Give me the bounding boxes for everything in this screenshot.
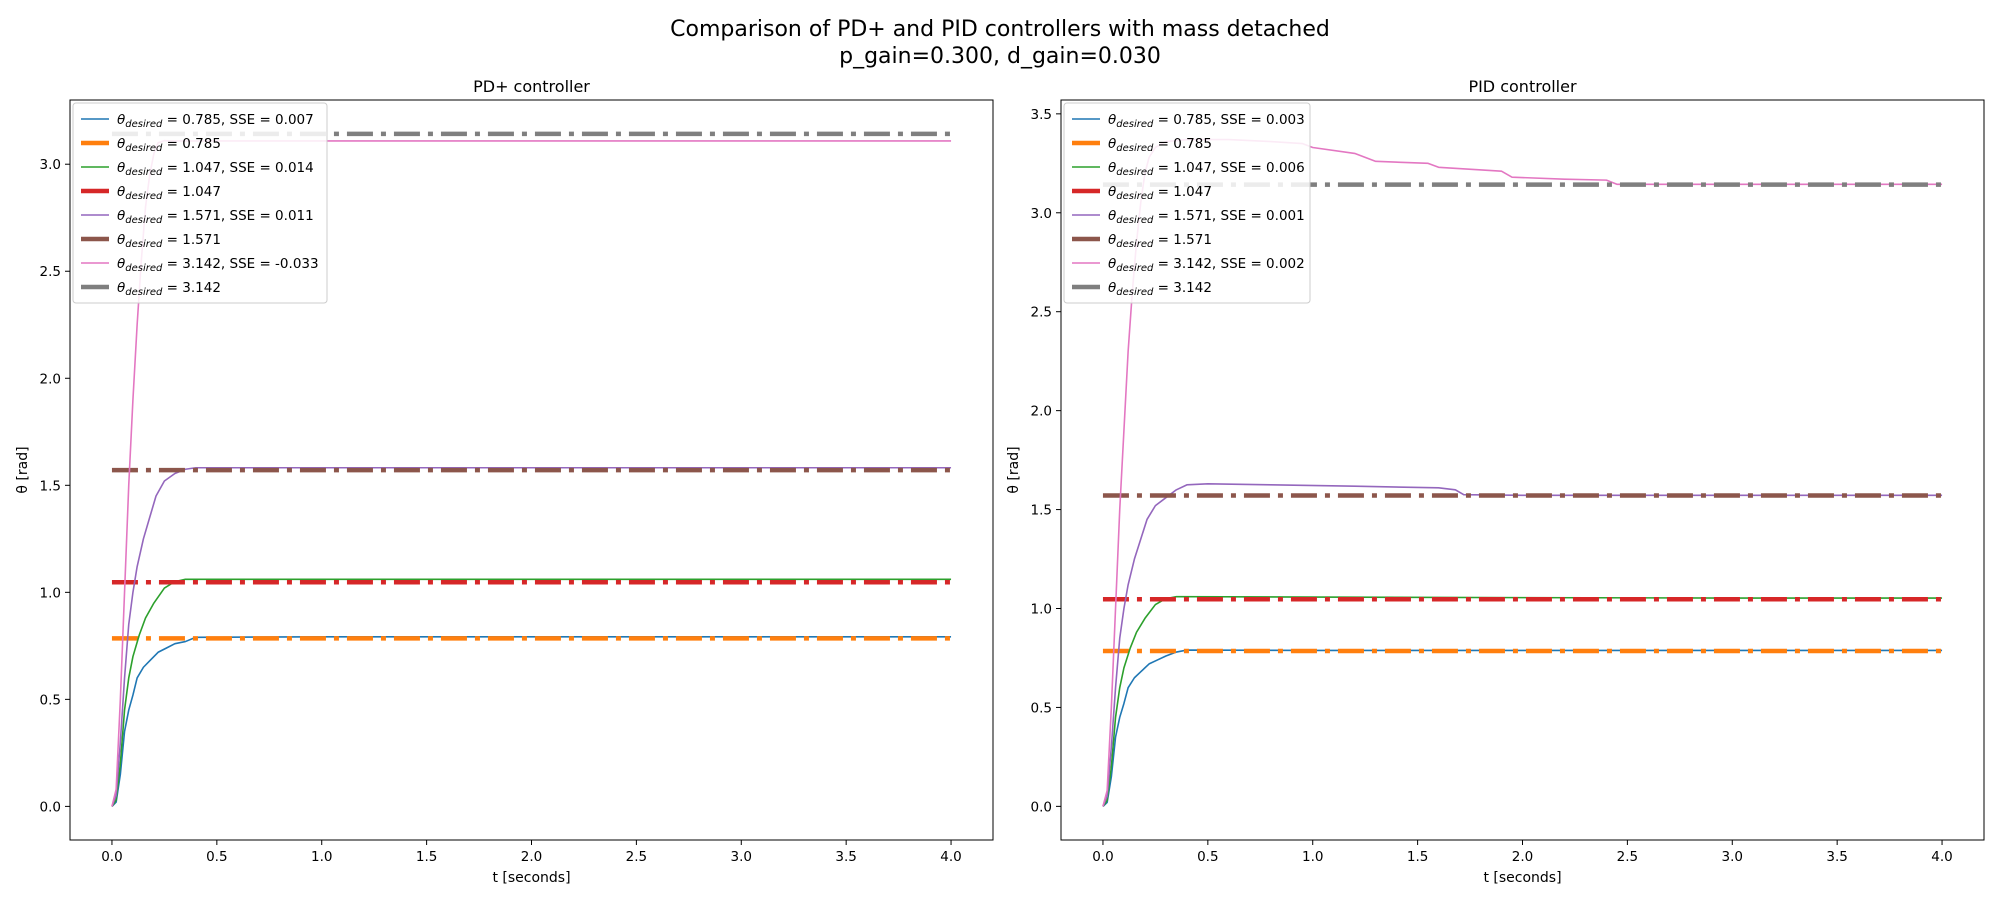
- x-axis-label: t [seconds]: [1483, 870, 1561, 886]
- y-tick-label: 1.5: [1031, 503, 1052, 519]
- x-tick-label: 3.5: [835, 849, 856, 865]
- y-tick-label: 3.0: [40, 157, 61, 173]
- legend-entry-label: θdesired = 3.142, SSE = -0.033: [117, 256, 319, 274]
- legend: θdesired = 0.785, SSE = 0.003 θdesired = …: [1063, 102, 1311, 304]
- y-tick-label: 0.5: [1031, 700, 1052, 716]
- x-axis-label: t [seconds]: [492, 870, 570, 886]
- y-tick-label: 1.0: [40, 585, 61, 601]
- x-tick-label: 1.0: [311, 849, 332, 865]
- y-tick-label: 3.5: [1031, 107, 1052, 123]
- axes-frame: [69, 99, 994, 841]
- legend-entry-label: θdesired = 1.571, SSE = 0.001: [1108, 208, 1305, 226]
- legend-entry-label: θdesired = 0.785, SSE = 0.003: [1108, 112, 1305, 130]
- legend-frame: [1063, 102, 1311, 304]
- chart-panel-pd-plus: PD+ controller t [seconds] θ [rad] 0.0 0.…: [15, 77, 994, 886]
- x-tick-label: 0.0: [101, 849, 122, 865]
- y-tick-label: 2.0: [40, 371, 61, 387]
- legend-entry-label: θdesired = 0.785: [1108, 136, 1212, 154]
- axes-frame: [1060, 99, 1985, 841]
- legend-entry-label: θdesired = 1.047: [117, 184, 221, 202]
- legend-entry-label: θdesired = 1.571, SSE = 0.011: [117, 208, 314, 226]
- axes-title: PID controller: [1468, 77, 1577, 96]
- x-tick-label: 2.0: [1512, 849, 1533, 865]
- y-tick-label: 2.5: [40, 264, 61, 280]
- legend-entry-label: θdesired = 0.785: [117, 136, 221, 154]
- y-tick-label: 2.0: [1031, 404, 1052, 420]
- x-tick-label: 4.0: [940, 849, 961, 865]
- x-tick-label: 2.5: [626, 849, 647, 865]
- legend-entry-label: θdesired = 1.571: [117, 232, 221, 250]
- legend-frame: [72, 102, 328, 304]
- x-tick-label: 2.0: [521, 849, 542, 865]
- y-tick-label: 3.0: [1031, 206, 1052, 222]
- y-tick-label: 2.5: [1031, 305, 1052, 321]
- x-tick-label: 3.0: [731, 849, 752, 865]
- series-line-2: [1102, 595, 1943, 807]
- x-tick-label: 1.0: [1302, 849, 1323, 865]
- y-tick-label: 0.0: [40, 799, 61, 815]
- y-axis-label: θ [rad]: [15, 446, 31, 493]
- legend-entry-label: θdesired = 3.142: [117, 280, 221, 298]
- x-tick-label: 4.0: [1931, 849, 1952, 865]
- figure-title-line1: Comparison of PD+ and PID controllers wi…: [670, 17, 1330, 42]
- x-tick-label: 0.5: [206, 849, 227, 865]
- x-tick-label: 0.5: [1197, 849, 1218, 865]
- legend-entry-label: θdesired = 3.142, SSE = 0.002: [1108, 256, 1305, 274]
- legend-entry-label: θdesired = 1.047, SSE = 0.006: [1108, 160, 1305, 178]
- x-tick-label: 2.5: [1617, 849, 1638, 865]
- legend-entry-label: θdesired = 1.047: [1108, 184, 1212, 202]
- y-tick-label: 0.5: [40, 692, 61, 708]
- axes-title: PD+ controller: [473, 77, 590, 96]
- x-tick-label: 1.5: [1407, 849, 1428, 865]
- tick-layer: 0.0 0.5 1.0 1.5 2.0 2.5 3.0 3.5 4.0 0.0 0.5 1.0 1.5 2…: [1031, 107, 1953, 865]
- x-tick-label: 3.0: [1722, 849, 1743, 865]
- legend-entry-label: θdesired = 1.571: [1108, 232, 1212, 250]
- x-tick-label: 1.5: [416, 849, 437, 865]
- y-tick-label: 1.0: [1031, 602, 1052, 618]
- legend-entry-label: θdesired = 3.142: [1108, 280, 1212, 298]
- legend-entry-label: θdesired = 1.047, SSE = 0.014: [117, 160, 314, 178]
- chart-panel-pid: PID controller t [seconds] θ [rad] 0.0 0.…: [1006, 77, 1985, 886]
- y-axis-label: θ [rad]: [1006, 446, 1022, 493]
- series-line-2: [111, 578, 952, 807]
- legend: θdesired = 0.785, SSE = 0.007 θdesired = …: [72, 102, 328, 304]
- figure-title-line2: p_gain=0.300, d_gain=0.030: [839, 44, 1161, 69]
- x-tick-label: 0.0: [1092, 849, 1113, 865]
- y-tick-label: 1.5: [40, 478, 61, 494]
- series-line-4: [111, 466, 952, 807]
- y-tick-label: 0.0: [1031, 799, 1052, 815]
- legend-entry-label: θdesired = 0.785, SSE = 0.007: [117, 112, 314, 130]
- tick-layer: 0.0 0.5 1.0 1.5 2.0 2.5 3.0 3.5 4.0 0.0 0.5 1.0 1.5 2…: [40, 157, 962, 865]
- x-tick-label: 3.5: [1826, 849, 1847, 865]
